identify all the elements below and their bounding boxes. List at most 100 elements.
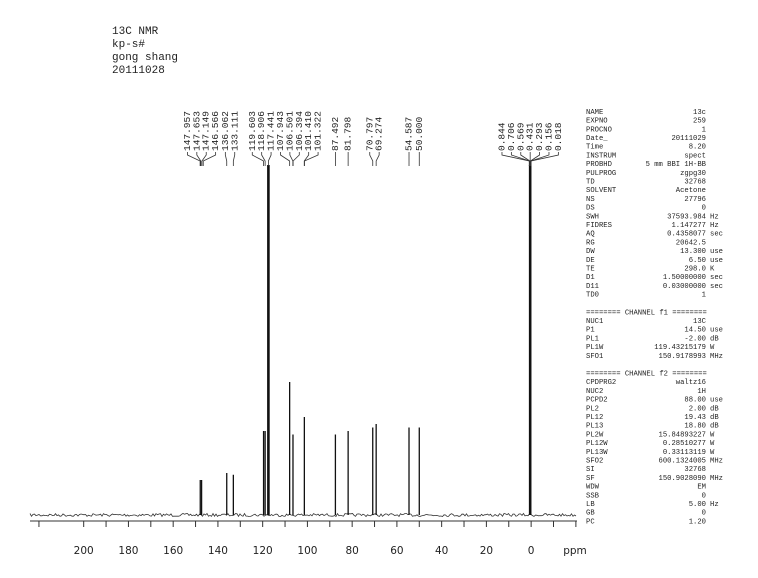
parameter-value: 20111029 [671, 135, 706, 143]
parameter-key: DW [586, 248, 595, 256]
label-leader [202, 152, 217, 166]
parameter-value: 14.50 [684, 327, 706, 335]
peak-label: 136.062 [220, 111, 231, 151]
parameter-value: waltz16 [676, 379, 706, 387]
parameter-key: SFO2 [586, 458, 603, 466]
parameter-unit: Hz [710, 222, 719, 230]
peak-label: 0.706 [506, 122, 517, 151]
peak-label: 147.149 [201, 111, 212, 151]
label-leader [280, 152, 291, 166]
label-leader [369, 152, 374, 166]
parameter-value: 1.147277 [671, 222, 706, 230]
parameter-value: 88.00 [684, 397, 706, 405]
parameter-value: zgpg30 [680, 170, 706, 178]
peak-label: 117.441 [266, 111, 277, 151]
parameter-key: PC [586, 518, 595, 526]
parameter-value: EM [697, 484, 706, 492]
x-tick-label: 180 [118, 545, 138, 557]
parameter-value: 298.0 [684, 266, 706, 274]
label-leader [292, 152, 300, 166]
parameter-key: DS [586, 205, 595, 213]
header-line: 20111028 [112, 65, 165, 77]
parameter-key: PULPROG [586, 170, 616, 178]
peak-label: 106.394 [294, 111, 305, 151]
peak-label: 70.797 [364, 117, 375, 151]
peak-label: 69.274 [374, 116, 385, 151]
x-tick-label: 120 [253, 545, 273, 557]
parameter-value: 1.20 [689, 518, 706, 526]
parameter-unit: usec [710, 248, 727, 256]
label-leader [530, 152, 540, 166]
parameter-value: 8.20 [689, 144, 706, 152]
parameter-value: 18.80 [684, 423, 706, 431]
parameter-key: PL1 [586, 335, 599, 343]
peak-label: 101.322 [313, 111, 324, 151]
parameter-key: TE [586, 266, 595, 274]
parameter-value: 0.28510277 [663, 440, 706, 448]
x-tick-label: 20 [480, 545, 493, 557]
peak-label: 0.431 [525, 122, 536, 151]
x-tick-label: 200 [74, 545, 94, 557]
x-tick-label: 160 [163, 545, 183, 557]
label-leader [267, 152, 272, 166]
parameter-value: 15.84893227 [659, 431, 706, 439]
parameter-value: 0 [702, 510, 706, 518]
parameter-key: Time [586, 144, 603, 152]
header-line: 13C NMR [112, 26, 159, 38]
label-leader [530, 152, 559, 166]
parameter-unit: usec [710, 257, 727, 265]
parameter-key: PL2 [586, 405, 599, 413]
parameter-unit: sec [710, 283, 723, 291]
parameter-key: CPDPRG2 [586, 379, 616, 387]
parameter-unit: usec [710, 327, 727, 335]
parameter-value: 13c [693, 109, 706, 117]
parameter-unit: W [710, 449, 715, 457]
peak-label: 119.603 [247, 111, 258, 151]
parameter-value: 5.00 [689, 501, 706, 509]
parameter-value: 1 [702, 126, 706, 134]
parameter-key: LB [586, 501, 595, 509]
parameter-key: INSTRUM [586, 152, 616, 160]
parameter-unit: sec [710, 231, 723, 239]
parameter-value: 13C [693, 318, 707, 326]
baseline-noise [29, 512, 577, 518]
parameter-unit: dB [710, 414, 719, 422]
parameter-key: PL12 [586, 414, 603, 422]
parameter-value: 6.50 [689, 257, 706, 265]
parameter-unit: dB [710, 335, 719, 343]
peak-label: 0.018 [553, 122, 564, 151]
label-leader [251, 152, 264, 166]
peak-label: 146.566 [210, 111, 221, 151]
parameter-unit: usec [710, 397, 727, 405]
parameter-value: 2.00 [689, 405, 706, 413]
parameter-key: SFO1 [586, 353, 603, 361]
parameter-key: PL13W [586, 449, 608, 457]
label-leader [261, 152, 266, 166]
peak-label: 87.492 [330, 116, 341, 151]
parameter-value: 150.9028090 [659, 475, 706, 483]
parameter-key: TD0 [586, 292, 599, 300]
parameter-key: SF [586, 475, 595, 483]
parameter-key: EXPNO [586, 118, 608, 126]
label-leader [201, 152, 207, 166]
parameter-value: 0 [702, 492, 706, 500]
parameter-value: 20642.5 [676, 239, 706, 247]
x-tick-label: 40 [435, 545, 448, 557]
parameter-key: NS [586, 196, 595, 204]
parameter-value: 0.33113119 [663, 449, 706, 457]
peak-label: 81.798 [343, 116, 354, 151]
x-tick-label: 60 [390, 545, 403, 557]
parameter-key: NUC2 [586, 388, 603, 396]
parameter-unit: dB [710, 405, 719, 413]
parameter-key: SI [586, 466, 595, 474]
parameter-value: 119.43215179 [654, 344, 706, 352]
x-tick-label: 0 [528, 545, 535, 557]
parameter-value: 13.300 [680, 248, 706, 256]
label-leader [375, 152, 380, 166]
peak-label: 147.653 [191, 111, 202, 151]
label-leader [501, 152, 530, 166]
header-line: kp-s# [112, 39, 145, 51]
parameter-key: PROBHD [586, 161, 612, 169]
parameter-value: 259 [693, 118, 706, 126]
